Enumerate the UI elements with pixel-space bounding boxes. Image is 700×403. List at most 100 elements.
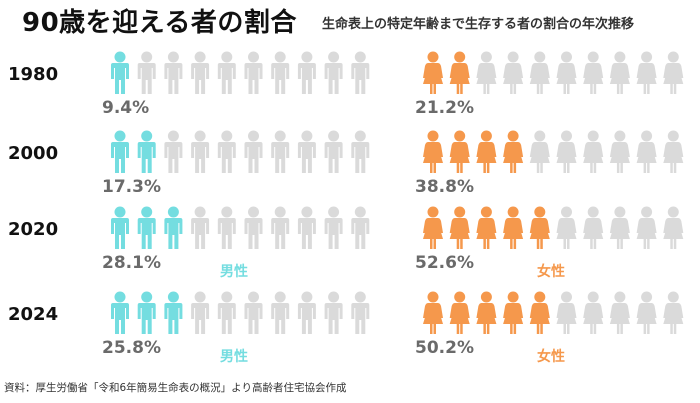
woman-icon <box>503 291 524 334</box>
woman-icon <box>609 130 630 173</box>
woman-icon <box>423 51 443 94</box>
woman-icon <box>609 291 630 334</box>
woman-icon <box>636 291 657 334</box>
woman-icon <box>529 51 550 94</box>
woman-icon <box>636 206 657 249</box>
woman-icon <box>663 206 684 249</box>
chart-subtitle: 生命表上の特定年齢まで生存する者の割合の年次推移 <box>322 17 635 32</box>
man-icon <box>324 206 343 249</box>
man-icon <box>271 51 290 94</box>
woman-icon <box>476 206 497 249</box>
woman-icon <box>476 130 497 173</box>
legend-label: 男性 <box>220 263 248 280</box>
man-icon <box>351 51 370 94</box>
year-label: 2000 <box>8 143 58 164</box>
man-icon <box>111 206 129 249</box>
man-icon <box>164 291 183 334</box>
year-label: 2020 <box>8 219 58 240</box>
woman-icon <box>636 130 657 173</box>
man-icon <box>271 291 290 334</box>
percent-label: 38.8% <box>415 177 474 197</box>
man-icon <box>244 130 263 173</box>
man-icon <box>217 206 236 249</box>
man-icon <box>111 130 129 173</box>
man-icon <box>297 206 316 249</box>
man-icon <box>351 291 370 334</box>
woman-icon <box>423 130 443 173</box>
man-icon <box>217 291 236 334</box>
man-icon <box>111 291 129 334</box>
man-icon <box>297 291 316 334</box>
woman-icon <box>609 51 630 94</box>
percent-label: 50.2% <box>415 338 474 358</box>
woman-icon <box>556 206 577 249</box>
year-label: 1980 <box>8 64 58 85</box>
man-icon <box>244 206 263 249</box>
man-icon <box>297 51 316 94</box>
woman-icon <box>583 130 604 173</box>
man-icon <box>244 51 263 94</box>
year-label: 2024 <box>8 304 58 325</box>
man-icon <box>191 291 210 334</box>
man-icon <box>191 51 210 94</box>
man-icon <box>297 130 316 173</box>
man-icon <box>351 206 370 249</box>
woman-icon <box>503 51 524 94</box>
woman-icon <box>529 130 550 173</box>
legend-label: 男性 <box>220 348 248 365</box>
man-icon <box>217 51 236 94</box>
man-icon <box>324 51 343 94</box>
man-icon <box>137 206 156 249</box>
source-note: 資料：厚生労働省「令和6年簡易生命表の概況」より高齢者住宅協会作成 <box>4 382 347 394</box>
woman-icon <box>556 51 577 94</box>
man-icon <box>164 51 183 94</box>
man-icon <box>137 291 156 334</box>
woman-icon <box>663 51 684 94</box>
man-icon <box>111 51 129 94</box>
percent-label: 17.3% <box>102 177 161 197</box>
man-icon <box>137 130 156 173</box>
man-icon <box>191 206 210 249</box>
woman-icon <box>583 206 604 249</box>
woman-icon <box>423 206 443 249</box>
woman-icon <box>449 130 470 173</box>
woman-icon <box>663 291 684 334</box>
woman-icon <box>663 130 684 173</box>
man-icon <box>351 130 370 173</box>
woman-icon <box>449 51 470 94</box>
percent-label: 28.1% <box>102 253 161 273</box>
woman-icon <box>449 291 470 334</box>
woman-icon <box>636 51 657 94</box>
percent-label: 25.8% <box>102 338 161 358</box>
percent-label: 21.2% <box>415 98 474 118</box>
man-icon <box>271 206 290 249</box>
woman-icon <box>449 206 470 249</box>
woman-icon <box>503 130 524 173</box>
man-icon <box>271 130 290 173</box>
woman-icon <box>609 206 630 249</box>
percent-label: 9.4% <box>102 98 149 118</box>
legend-label: 女性 <box>537 263 565 280</box>
woman-icon <box>556 291 577 334</box>
man-icon <box>324 291 343 334</box>
woman-icon <box>423 291 443 334</box>
man-icon <box>164 130 183 173</box>
chart-title: 90歳を迎える者の割合 <box>22 8 297 38</box>
woman-icon <box>583 51 604 94</box>
woman-icon <box>529 291 550 334</box>
woman-icon <box>476 291 497 334</box>
woman-icon <box>529 206 550 249</box>
woman-icon <box>556 130 577 173</box>
man-icon <box>137 51 156 94</box>
woman-icon <box>583 291 604 334</box>
man-icon <box>217 130 236 173</box>
man-icon <box>244 291 263 334</box>
legend-label: 女性 <box>537 348 565 365</box>
woman-icon <box>503 206 524 249</box>
woman-icon <box>476 51 497 94</box>
man-icon <box>324 130 343 173</box>
percent-label: 52.6% <box>415 253 474 273</box>
man-icon <box>164 206 183 249</box>
man-icon <box>191 130 210 173</box>
